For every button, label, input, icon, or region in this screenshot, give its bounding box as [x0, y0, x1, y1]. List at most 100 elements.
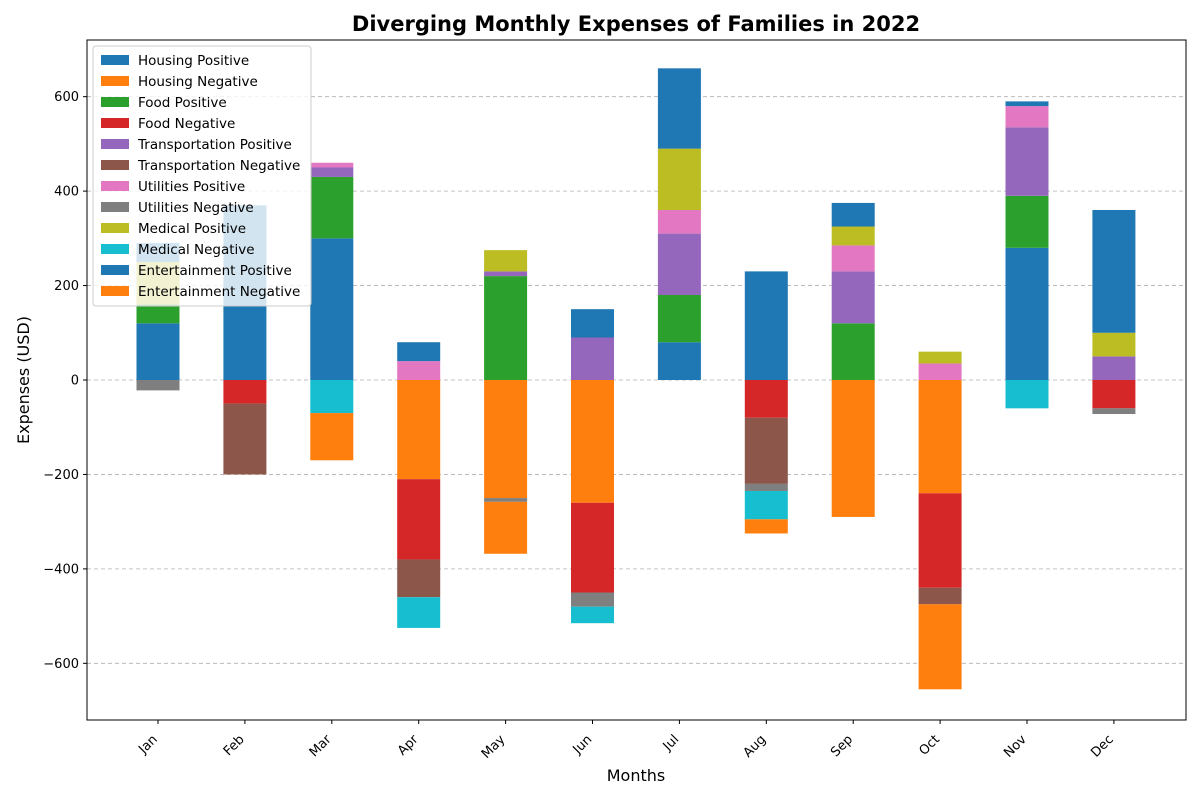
- bar-may-transportation-positive: [484, 271, 528, 277]
- bar-jun-food-negative: [571, 502, 614, 593]
- legend-box: [92, 45, 312, 307]
- bar-jan-food-positive: [136, 304, 180, 324]
- y-tick-label: −200: [43, 468, 79, 483]
- bar-jul-medical-positive: [657, 148, 701, 210]
- bar-oct-food-negative: [918, 493, 962, 588]
- bar-sep-entertainment-positive: [831, 202, 875, 227]
- legend-label: Medical Negative: [138, 242, 255, 258]
- bars: [136, 68, 1136, 690]
- legend-swatch: [101, 181, 129, 191]
- bar-aug-food-negative: [744, 380, 788, 418]
- bar-jan-utilities-negative: [136, 380, 180, 391]
- bar-mar-utilities-positive: [310, 162, 354, 168]
- legend-swatch: [101, 76, 129, 86]
- bar-aug-entertainment-positive: [744, 271, 788, 380]
- bar-jul-utilities-positive: [657, 210, 701, 234]
- bar-dec-utilities-negative: [1092, 408, 1136, 414]
- bar-mar-medical-negative: [310, 380, 354, 414]
- bar-dec-entertainment-positive: [1092, 210, 1136, 333]
- bar-aug-medical-negative: [744, 490, 788, 520]
- legend-swatch: [101, 202, 129, 212]
- legend-label: Transportation Negative: [137, 158, 300, 174]
- bar-aug-transportation-negative: [744, 417, 788, 484]
- bar-aug-entertainment-negative: [744, 519, 788, 534]
- legend-label: Entertainment Positive: [138, 263, 292, 279]
- bar-oct-housing-negative: [918, 380, 962, 494]
- bar-apr-utilities-positive: [397, 361, 441, 380]
- bar-jun-entertainment-positive: [571, 309, 614, 338]
- bar-jan-housing-positive: [136, 323, 180, 380]
- y-axis-ticks: −600 −400 −200 0 200 400 600: [43, 90, 87, 672]
- bar-sep-housing-negative: [831, 380, 875, 517]
- y-axis-label: Expenses (USD): [14, 316, 33, 444]
- legend-label: Transportation Positive: [137, 137, 292, 153]
- y-tick-label: 200: [54, 279, 79, 294]
- bar-jun-housing-negative: [571, 380, 614, 503]
- legend-label: Utilities Negative: [138, 200, 254, 216]
- legend-label: Utilities Positive: [138, 179, 245, 195]
- bar-sep-medical-positive: [831, 226, 875, 246]
- bar-apr-housing-negative: [397, 380, 441, 480]
- y-tick-label: 0: [71, 374, 79, 389]
- legend-label: Housing Positive: [138, 53, 249, 69]
- y-tick-label: 600: [54, 90, 79, 105]
- bar-nov-food-positive: [1005, 195, 1049, 248]
- y-tick-label: 400: [54, 185, 79, 200]
- bar-mar-food-positive: [310, 176, 354, 239]
- bar-mar-transportation-positive: [310, 167, 354, 177]
- bar-sep-transportation-positive: [831, 271, 875, 324]
- bar-oct-utilities-positive: [918, 363, 962, 380]
- bar-feb-food-negative: [223, 380, 267, 404]
- legend-swatch: [101, 97, 129, 107]
- legend-swatch: [101, 223, 129, 233]
- legend-label: Housing Negative: [138, 74, 258, 90]
- bar-dec-medical-positive: [1092, 332, 1136, 357]
- legend: Housing Positive Housing Negative Food Pos…: [92, 45, 312, 307]
- bar-may-medical-positive: [484, 250, 528, 272]
- legend-label: Food Positive: [138, 95, 227, 111]
- bar-may-housing-negative: [484, 380, 528, 499]
- bar-mar-housing-positive: [310, 238, 354, 380]
- bar-apr-food-negative: [397, 479, 441, 560]
- bar-jun-utilities-negative: [571, 592, 614, 607]
- bar-jul-housing-positive: [657, 342, 701, 380]
- bar-jul-entertainment-positive: [657, 68, 701, 149]
- legend-swatch: [101, 244, 129, 254]
- bar-jun-medical-negative: [571, 606, 614, 624]
- bar-mar-entertainment-negative: [310, 413, 354, 461]
- bar-jul-food-positive: [657, 295, 701, 343]
- bar-sep-food-positive: [831, 323, 875, 380]
- bar-dec-food-negative: [1092, 380, 1136, 409]
- legend-label: Entertainment Negative: [138, 284, 300, 300]
- bar-apr-entertainment-positive: [397, 342, 441, 362]
- y-tick-label: −400: [43, 562, 79, 577]
- bar-nov-housing-positive: [1005, 247, 1049, 380]
- bar-sep-utilities-positive: [831, 245, 875, 272]
- bar-nov-utilities-positive: [1005, 106, 1049, 128]
- bar-dec-transportation-positive: [1092, 356, 1136, 380]
- legend-swatch: [101, 286, 129, 296]
- bar-nov-transportation-positive: [1005, 127, 1049, 196]
- legend-swatch: [101, 118, 129, 128]
- bar-oct-medical-positive: [918, 351, 962, 364]
- legend-label: Food Negative: [138, 116, 235, 132]
- bar-may-entertainment-negative: [484, 501, 528, 554]
- legend-swatch: [101, 265, 129, 275]
- bar-feb-transportation-negative: [223, 403, 267, 475]
- legend-swatch: [101, 139, 129, 149]
- y-tick-label: −600: [43, 657, 79, 672]
- bar-nov-entertainment-positive: [1005, 101, 1049, 107]
- bar-apr-medical-negative: [397, 597, 441, 628]
- bar-apr-transportation-negative: [397, 559, 441, 598]
- bar-oct-transportation-negative: [918, 587, 962, 605]
- bar-oct-entertainment-negative: [918, 604, 962, 690]
- bar-jun-transportation-positive: [571, 337, 614, 380]
- legend-label: Medical Positive: [138, 221, 246, 237]
- bar-may-food-positive: [484, 276, 528, 380]
- legend-swatch: [101, 160, 129, 170]
- x-axis-label: Months: [607, 766, 665, 785]
- legend-swatch: [101, 55, 129, 65]
- chart-title: Diverging Monthly Expenses of Families i…: [352, 12, 920, 36]
- bar-aug-utilities-negative: [744, 483, 788, 491]
